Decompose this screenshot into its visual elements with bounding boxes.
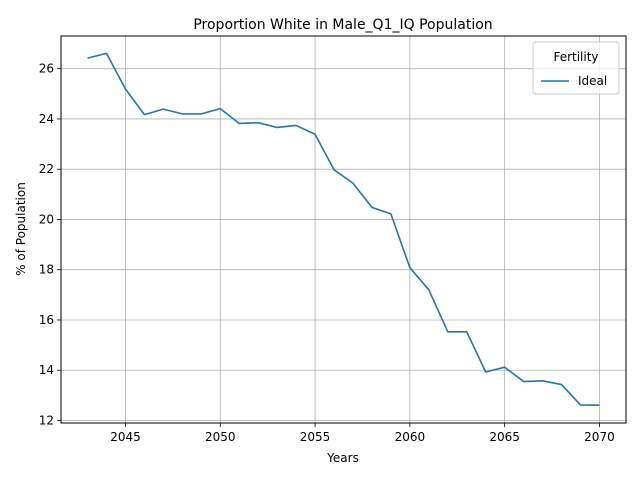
legend: Fertility Ideal bbox=[532, 41, 620, 95]
y-tick-label: 16 bbox=[39, 313, 54, 327]
legend-label-ideal: Ideal bbox=[578, 74, 607, 88]
x-tick-label: 2065 bbox=[489, 430, 520, 444]
x-tick-label: 2060 bbox=[395, 430, 426, 444]
y-axis-label: % of Population bbox=[14, 182, 28, 276]
legend-title: Fertility bbox=[553, 50, 598, 64]
x-tick-label: 2050 bbox=[205, 430, 236, 444]
x-axis-ticks: 2045 2050 2055 2060 2065 2070 bbox=[110, 423, 615, 444]
series-lines bbox=[87, 52, 600, 406]
y-tick-label: 14 bbox=[39, 363, 54, 377]
y-tick-label: 26 bbox=[39, 62, 54, 76]
y-tick-label: 18 bbox=[39, 263, 54, 277]
x-tick-label: 2055 bbox=[300, 430, 331, 444]
chart-title: Proportion White in Male_Q1_IQ Populatio… bbox=[193, 17, 492, 33]
y-tick-label: 12 bbox=[39, 413, 54, 427]
y-axis-ticks: 12 14 16 18 20 22 24 26 bbox=[39, 62, 61, 427]
series-line-ideal bbox=[87, 52, 600, 406]
y-tick-label: 22 bbox=[39, 162, 54, 176]
x-axis-label: Years bbox=[326, 451, 359, 465]
y-tick-label: 24 bbox=[39, 112, 54, 126]
x-tick-label: 2070 bbox=[584, 430, 615, 444]
y-tick-label: 20 bbox=[39, 212, 54, 226]
plot-frame bbox=[60, 35, 627, 424]
grid-lines bbox=[61, 36, 626, 423]
x-tick-label: 2045 bbox=[110, 430, 141, 444]
